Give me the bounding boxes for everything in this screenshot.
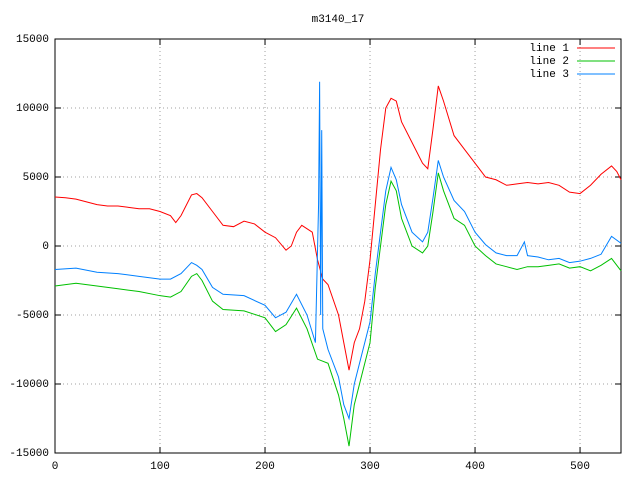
legend-label: line 1: [529, 43, 569, 55]
chart-title: m3140_17: [312, 14, 365, 26]
x-tick-label: 0: [52, 461, 59, 473]
data-line: [54, 85, 622, 371]
x-tick-label: 400: [465, 461, 485, 473]
data-line: [54, 81, 622, 421]
data-line: [54, 172, 622, 447]
x-tick-label: 300: [360, 461, 380, 473]
legend-label: line 2: [529, 56, 569, 68]
y-tick-label: -15000: [9, 448, 49, 460]
y-tick-label: -5000: [16, 310, 49, 322]
x-tick-label: 200: [255, 461, 275, 473]
y-tick-label: 10000: [16, 103, 49, 115]
legend-label: line 3: [529, 69, 569, 81]
x-tick-label: 500: [570, 461, 590, 473]
y-tick-label: -10000: [9, 379, 49, 391]
x-tick-label: 100: [150, 461, 170, 473]
y-tick-label: 5000: [23, 172, 49, 184]
plot-frame: [54, 38, 622, 454]
y-tick-label: 15000: [16, 34, 49, 46]
y-tick-label: 0: [42, 241, 49, 253]
